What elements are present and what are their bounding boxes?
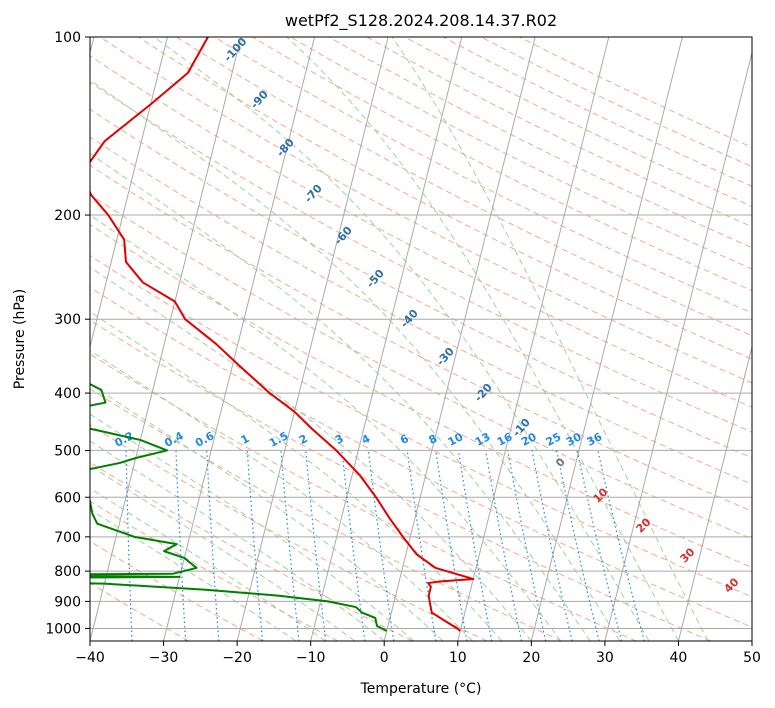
x-tick-label: 0 [380,650,389,666]
mixing-ratio-label: 16 [495,430,515,449]
mixing-ratio-line [435,450,468,641]
isotherm [677,344,752,641]
dry-adiabat [90,353,637,641]
dry-adiabat [176,37,752,337]
y-tick-label: 700 [54,530,81,546]
moist-adiabat [90,383,444,641]
isotherm [90,37,168,349]
y-tick-label: 500 [54,443,81,459]
mixing-ratio-line [485,450,523,641]
moist-adiabat [90,440,385,641]
y-tick-label: 400 [54,386,81,402]
mixing-ratio-line [457,450,493,641]
chart-title: wetPf2_S128.2024.208.14.37.R02 [285,11,557,31]
dry-adiabat [214,37,752,314]
x-tick-label: −10 [296,650,326,666]
moist-adiabat [90,214,562,641]
dry-adiabat [90,254,752,598]
dry-adiabat [90,319,711,641]
background-lines [90,37,752,641]
moist-adiabat [286,37,679,641]
mixing-ratio-line [406,450,437,641]
x-tick-label: 30 [596,650,614,666]
y-tick-label: 100 [54,30,81,46]
mixing-ratio-line [305,450,327,641]
mixing-ratio-label: 30 [564,430,584,449]
profiles [90,37,475,632]
x-tick-label: 50 [743,650,761,666]
dry-adiabat [90,424,488,641]
mixing-ratio-label: 13 [473,430,493,449]
axes: −40 −30 −20 −10 0 10 20 30 40 50 1000 900 800 700 600 5… [45,30,761,666]
isotherm [236,37,389,641]
isotherm [457,37,610,641]
moist-adiabat [90,487,326,641]
y-tick-label: 900 [54,594,81,610]
moist-adiabat [90,311,503,641]
mixing-ratio-line [246,450,264,641]
y-tick-label: 1000 [45,621,81,637]
mixing-ratio-line [206,450,220,641]
mixing-ratio-line [280,450,300,641]
mixing-ratio-label: 10 [446,430,466,449]
mixing-ratio-line [125,450,133,641]
dry-adiabat [90,286,752,628]
dry-adiabat [99,37,752,384]
moist-adiabat [90,79,621,641]
mixing-ratio-label: 25 [544,430,564,449]
mixing-ratio-line [341,450,366,641]
x-tick-label: 10 [449,650,467,666]
moist-adiabat [90,152,591,641]
dry-adiabat [90,388,562,641]
mixing-ratio-label: 20 [519,430,539,449]
x-tick-label: 40 [670,650,688,666]
y-tick-label: 800 [54,564,81,580]
dry-adiabat [90,164,752,512]
isotherm [90,37,242,641]
y-tick-label: 200 [54,208,81,224]
plot-frame [89,36,753,642]
x-tick-label: −30 [149,650,179,666]
temperature-profile [90,37,475,632]
moist-adiabat [90,266,532,641]
y-axis-label: Pressure (hPa) [12,289,28,389]
x-axis-label: Temperature (°C) [360,681,482,697]
x-tick-label: −40 [75,650,105,666]
moist-adiabat [391,37,709,641]
mixing-ratio-line [175,450,187,641]
moist-adiabat [90,464,356,641]
y-tick-label: 300 [54,312,81,328]
isotherm [310,37,463,641]
dry-adiabat [90,136,752,485]
isotherm [383,37,536,641]
x-tick-label: −20 [222,650,252,666]
dry-adiabat [90,582,189,641]
isotherm [604,50,752,641]
mixing-ratio-label: 36 [585,430,605,449]
y-tick-label: 600 [54,490,81,506]
isotherm [530,37,683,641]
x-tick-label: 20 [522,650,540,666]
dry-adiabat [90,55,752,408]
isotherm [163,37,316,641]
